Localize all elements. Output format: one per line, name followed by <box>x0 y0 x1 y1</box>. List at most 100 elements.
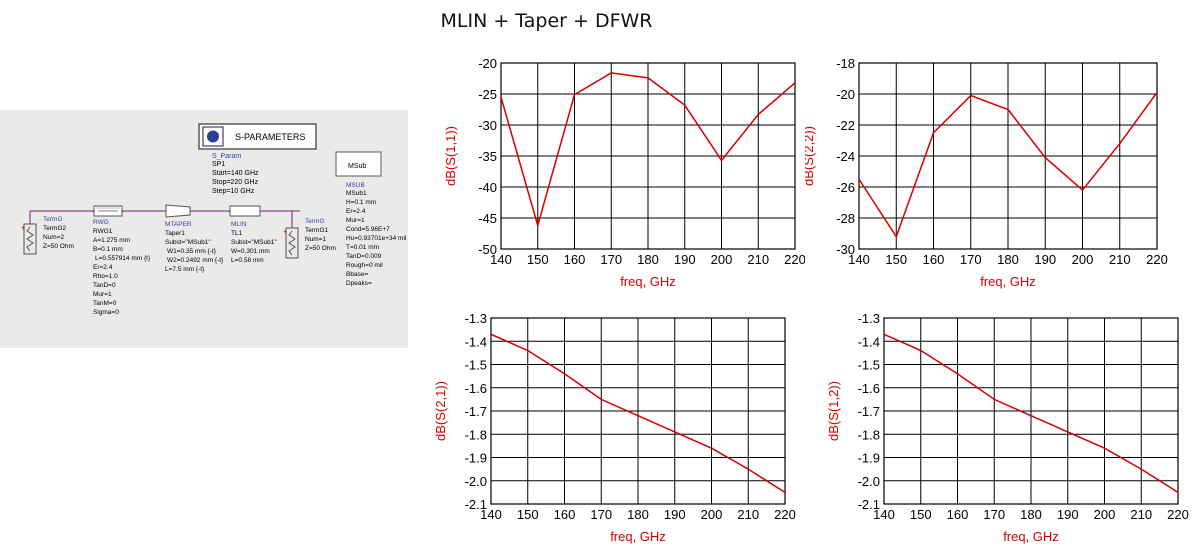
data-point <box>1177 491 1179 494</box>
svg-text:TanM=0: TanM=0 <box>93 300 117 307</box>
y-tick-label: -1.5 <box>465 358 487 373</box>
x-tick-label: 140 <box>490 252 512 267</box>
y-tick-label: -28 <box>836 211 855 226</box>
svg-text:Num=2: Num=2 <box>43 234 65 241</box>
svg-text:MLIN: MLIN <box>231 221 247 228</box>
rwg-component[interactable] <box>93 205 123 217</box>
mlin-component[interactable] <box>229 205 261 217</box>
x-axis-label: freq, GHz <box>620 274 676 289</box>
svg-text:+: + <box>283 229 287 236</box>
svg-text:Z=50 Ohm: Z=50 Ohm <box>305 245 336 252</box>
x-tick-label: 140 <box>480 507 502 522</box>
data-point <box>720 159 723 162</box>
data-point <box>490 333 492 336</box>
x-tick-label: 140 <box>873 507 895 522</box>
x-tick-label: 190 <box>664 507 686 522</box>
sparam-box-label: S-PARAMETERS <box>235 132 305 142</box>
y-tick-label: -22 <box>836 118 855 133</box>
x-tick-label: 180 <box>997 252 1019 267</box>
y-tick-label: -18 <box>836 56 855 71</box>
data-point <box>500 96 502 98</box>
rwg-params: RWG RWG1 A=1.275 mm B=0.1 mm L=0.557914 … <box>93 219 151 316</box>
y-tick-label: -2.1 <box>465 497 487 512</box>
svg-text:Er=2.4: Er=2.4 <box>93 264 113 271</box>
x-tick-label: 220 <box>774 507 796 522</box>
x-tick-label: 200 <box>701 507 723 522</box>
data-point <box>610 72 613 74</box>
x-tick-label: 200 <box>711 252 733 267</box>
data-point <box>563 372 566 375</box>
svg-text:MSub1: MSub1 <box>346 190 367 197</box>
svg-text:H=0.1 mm: H=0.1 mm <box>346 199 376 206</box>
svg-text:W2=0.2492 mm {-t}: W2=0.2492 mm {-t} <box>167 257 224 264</box>
svg-text:Taper1: Taper1 <box>165 230 185 237</box>
termg2-component[interactable]: + <box>21 211 37 255</box>
y-tick-label: -1.5 <box>858 358 880 373</box>
svg-text:T=0.01 mm: T=0.01 mm <box>346 244 379 251</box>
x-tick-label: 160 <box>564 252 586 267</box>
x-tick-label: 160 <box>947 507 969 522</box>
svg-text:Mur=1: Mur=1 <box>93 291 112 298</box>
svg-text:TermG: TermG <box>305 218 325 225</box>
schematic-svg: S-PARAMETERS S_Param SP1 Start=140 GHz S… <box>21 123 407 316</box>
x-tick-label: 160 <box>923 252 945 267</box>
y-tick-label: -30 <box>836 242 855 257</box>
svg-text:TermG: TermG <box>43 216 63 223</box>
svg-text:W=0.301 mm: W=0.301 mm <box>231 248 270 255</box>
y-tick-label: -35 <box>478 149 497 164</box>
plot-frame <box>500 62 796 250</box>
svg-text:TL1: TL1 <box>231 230 243 237</box>
svg-text:L=7.5 mm {-t}: L=7.5 mm {-t} <box>165 266 205 273</box>
termg1-component[interactable]: + <box>283 211 299 259</box>
y-tick-label: -1.9 <box>465 451 487 466</box>
svg-text:MSUB: MSUB <box>346 182 365 189</box>
x-tick-label: 180 <box>637 252 659 267</box>
data-point <box>683 104 686 107</box>
y-tick-label: -30 <box>478 118 497 133</box>
svg-text:Rough=0 mil: Rough=0 mil <box>346 262 383 269</box>
x-tick-label: 170 <box>983 507 1005 522</box>
svg-text:Hu=0.93701e+34 mil: Hu=0.93701e+34 mil <box>346 235 407 242</box>
data-point <box>710 447 713 450</box>
data-point <box>969 94 972 97</box>
data-point <box>673 431 676 433</box>
data-point <box>993 398 996 401</box>
plot-frame <box>883 317 1179 505</box>
y-tick-label: -1.6 <box>858 381 880 396</box>
y-axis-label: dB(S(2,2)) <box>805 126 816 186</box>
y-tick-label: -1.7 <box>858 404 880 419</box>
svg-text:Dpeaks=: Dpeaks= <box>346 280 372 287</box>
mtaper-component[interactable] <box>165 204 191 218</box>
svg-text:RWG1: RWG1 <box>93 228 113 235</box>
y-tick-label: -24 <box>836 149 855 164</box>
y-tick-label: -25 <box>478 87 497 102</box>
svg-text:Sigma=0: Sigma=0 <box>93 309 119 316</box>
y-tick-label: -1.3 <box>858 311 880 326</box>
y-tick-label: -2.1 <box>858 497 880 512</box>
y-axis-label: dB(S(2,1)) <box>433 381 448 441</box>
svg-text:MTAPER: MTAPER <box>165 221 192 228</box>
y-tick-label: -26 <box>836 180 855 195</box>
svg-text:Z=50 Ohm: Z=50 Ohm <box>43 243 74 250</box>
data-point <box>1030 414 1032 417</box>
y-tick-label: -1.9 <box>858 451 880 466</box>
x-axis-label: freq, GHz <box>980 274 1036 289</box>
chart-s12: 140 150 160 170 180 190 200 210 220 -1.3 -1.4 -1.5 -… <box>826 311 1189 544</box>
x-axis-label: freq, GHz <box>1003 529 1059 544</box>
y-tick-label: -2.0 <box>858 474 880 489</box>
plot-frame <box>490 317 786 505</box>
termg1-params: TermG TermG1 Num=1 Z=50 Ohm <box>305 218 336 252</box>
x-tick-label: 180 <box>1020 507 1042 522</box>
msub-params: MSUB MSub1 H=0.1 mm Er=2.4 Mur=1 Cond=5.… <box>346 182 407 287</box>
svg-text:L=0.58 mm: L=0.58 mm <box>231 257 264 264</box>
svg-text:Subst="MSub1": Subst="MSub1" <box>165 239 211 246</box>
x-tick-label: 220 <box>1167 507 1189 522</box>
msub-box[interactable] <box>335 151 382 177</box>
svg-text:TanD=0.009: TanD=0.009 <box>346 253 382 260</box>
data-point <box>1118 142 1121 145</box>
y-tick-label: -2.0 <box>465 474 487 489</box>
x-tick-label: 210 <box>1130 507 1152 522</box>
svg-text:A=1.275 mm: A=1.275 mm <box>93 237 130 244</box>
data-point <box>1156 91 1158 94</box>
data-point <box>1066 431 1069 433</box>
